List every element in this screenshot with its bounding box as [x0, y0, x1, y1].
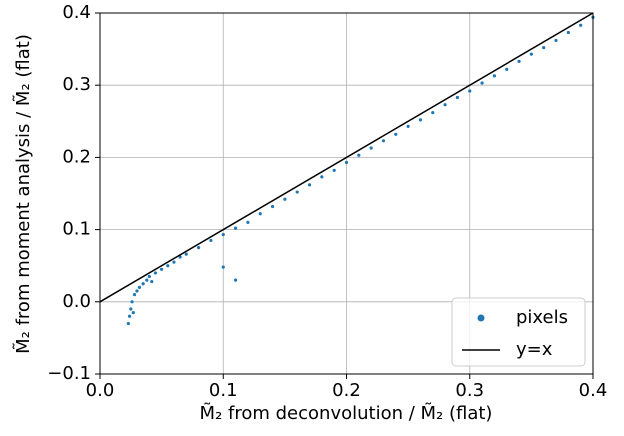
y-tick-label: 0.0: [62, 291, 91, 312]
point: [258, 212, 262, 216]
point: [418, 118, 423, 122]
point: [131, 311, 135, 315]
x-tick-label: 0.0: [86, 380, 115, 401]
point: [480, 81, 484, 85]
point: [166, 264, 170, 268]
point: [492, 74, 496, 78]
point: [369, 146, 373, 150]
point: [126, 321, 130, 326]
point: [455, 95, 460, 100]
point: [394, 132, 398, 136]
point: [332, 168, 336, 172]
point: [566, 30, 570, 35]
point: [505, 67, 509, 71]
point: [233, 226, 238, 230]
point: [431, 111, 435, 115]
point: [529, 52, 533, 56]
point: [320, 175, 324, 179]
point: [270, 204, 275, 209]
point: [172, 260, 176, 264]
point: [344, 160, 349, 165]
point: [357, 153, 361, 157]
point: [132, 292, 137, 297]
y-axis-label: M̃₂ from moment analysis / M̃₂ (flat): [13, 34, 34, 354]
legend-label: pixels: [516, 307, 568, 328]
point: [283, 197, 287, 201]
y-tick-label: 0.4: [62, 2, 91, 23]
point: [129, 307, 133, 311]
point: [406, 124, 410, 128]
point: [295, 190, 299, 194]
point: [381, 139, 386, 143]
point: [579, 23, 583, 27]
point: [130, 300, 134, 304]
x-tick-label: 0.1: [209, 380, 238, 401]
legend-marker: [477, 314, 485, 322]
y-tick-label: 0.3: [62, 74, 91, 95]
legend-label: y=x: [516, 339, 553, 360]
point: [184, 252, 188, 256]
point: [468, 89, 472, 93]
point: [141, 282, 145, 286]
point: [153, 271, 158, 275]
point: [209, 238, 213, 243]
plot-frame: [99, 12, 594, 375]
point: [542, 46, 546, 50]
point: [145, 278, 149, 282]
point: [160, 267, 164, 271]
point: [221, 265, 225, 269]
point: [233, 278, 238, 282]
reference-line: [99, 12, 594, 303]
point: [135, 289, 139, 293]
x-tick-label: 0.4: [579, 380, 608, 401]
x-tick-label: 0.3: [455, 380, 484, 401]
point: [517, 59, 521, 63]
y-tick-label: −0.1: [47, 363, 91, 384]
x-axis-label: M̃₂ from deconvolution / M̃₂ (flat): [200, 403, 493, 424]
point: [150, 279, 154, 284]
point: [221, 233, 225, 237]
legend-box: [451, 297, 586, 367]
point: [554, 38, 558, 43]
point: [197, 246, 201, 250]
point: [178, 255, 182, 259]
y-tick-label: 0.1: [62, 219, 91, 240]
x-tick-label: 0.2: [332, 380, 361, 401]
point: [246, 220, 250, 224]
point: [147, 274, 151, 279]
point: [127, 314, 132, 318]
point: [137, 285, 142, 289]
point: [443, 103, 447, 107]
y-tick-label: 0.2: [62, 146, 91, 167]
point: [307, 183, 312, 187]
